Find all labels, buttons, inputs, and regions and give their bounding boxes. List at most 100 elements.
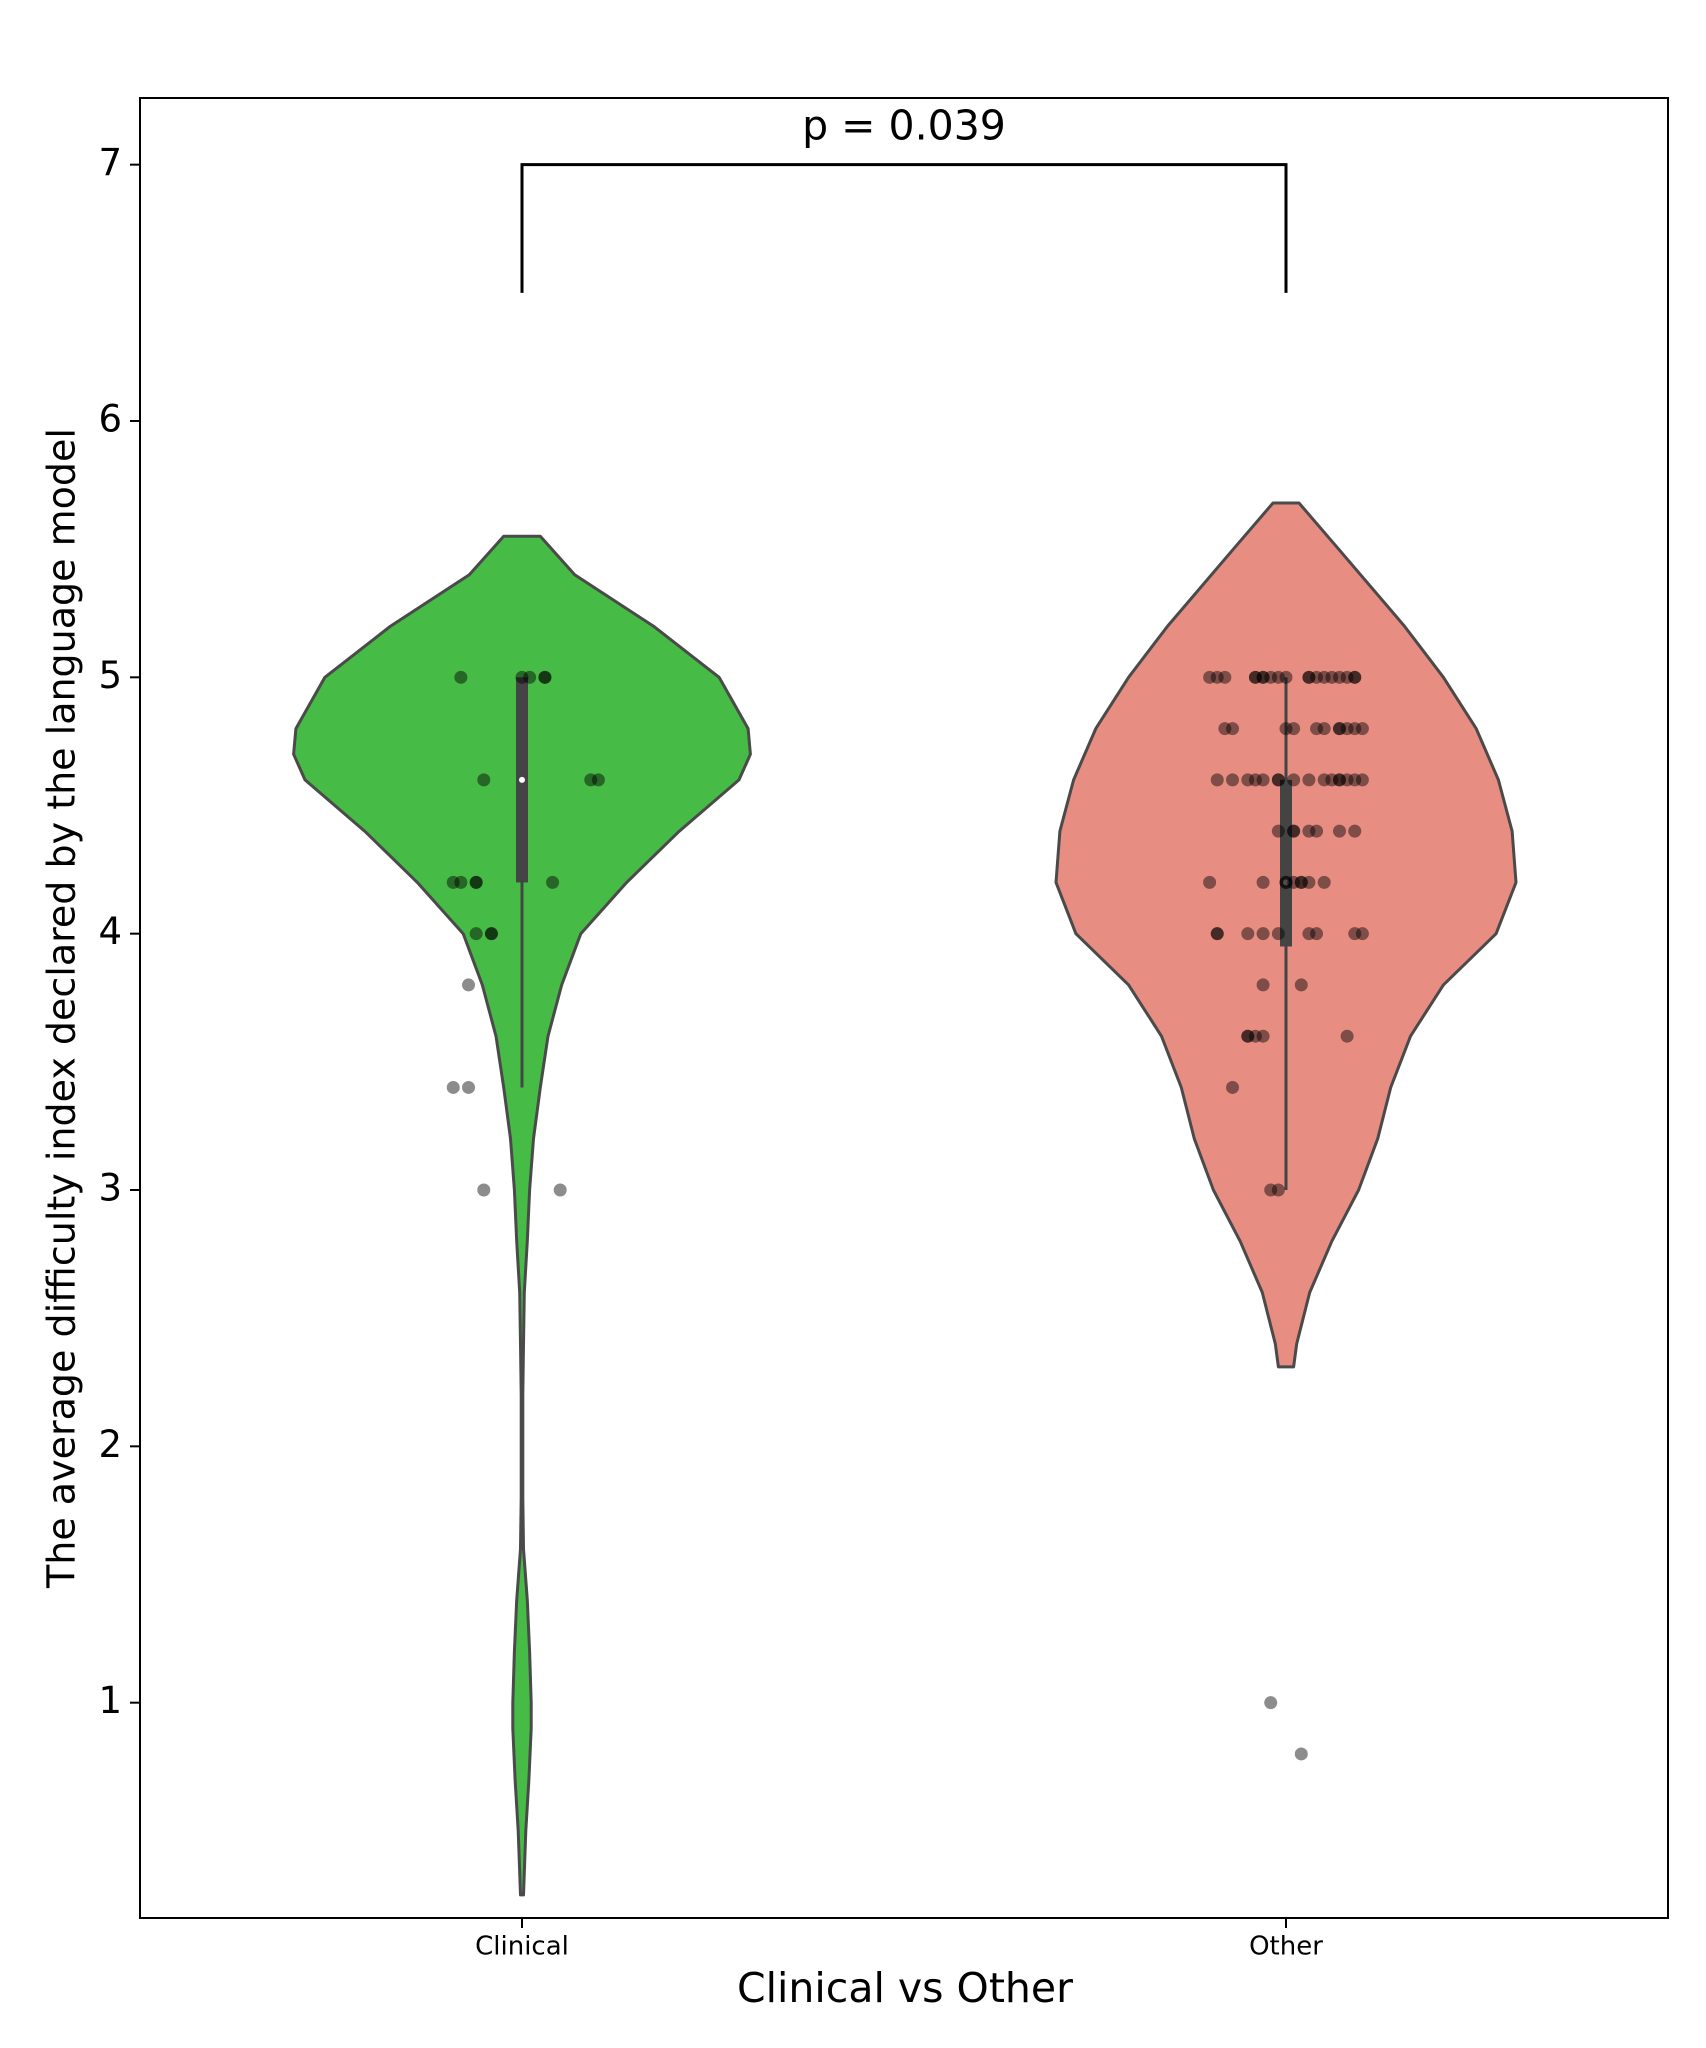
data-point <box>1271 824 1285 838</box>
data-point <box>1203 875 1217 889</box>
data-point <box>1332 670 1346 684</box>
data-point <box>1279 875 1293 889</box>
data-point <box>1210 670 1224 684</box>
data-point <box>1348 927 1362 941</box>
data-point <box>462 1080 476 1094</box>
data-point <box>1271 773 1285 787</box>
data-point <box>1302 875 1316 889</box>
data-point <box>1271 1183 1285 1197</box>
median <box>1283 879 1289 886</box>
median <box>519 776 525 783</box>
data-point <box>1348 773 1362 787</box>
data-point <box>1294 1747 1308 1761</box>
data-point <box>1332 722 1346 736</box>
y-axis-label: The average difficulty index declared by… <box>40 428 84 1589</box>
x-axis-label: Clinical vs Other <box>737 1964 1073 2012</box>
data-point <box>1279 722 1293 736</box>
data-point <box>484 927 498 941</box>
data-point <box>1279 670 1293 684</box>
data-point <box>1210 927 1224 941</box>
data-point <box>1355 927 1369 941</box>
data-point <box>1256 773 1270 787</box>
data-point <box>1340 670 1354 684</box>
data-point <box>1256 1029 1270 1043</box>
y-tick-label: 3 <box>98 1167 122 1210</box>
data-point <box>1256 875 1270 889</box>
data-point <box>446 875 460 889</box>
significance-bracket <box>520 163 1288 293</box>
data-point <box>1340 1029 1354 1043</box>
data-point <box>1226 722 1240 736</box>
box <box>1280 779 1292 947</box>
data-point <box>469 875 483 889</box>
y-tick-label: 4 <box>98 910 122 953</box>
data-point <box>1287 875 1301 889</box>
data-point <box>1310 824 1324 838</box>
data-point <box>591 773 605 787</box>
data-point <box>1287 824 1301 838</box>
data-point <box>1317 773 1331 787</box>
data-point <box>1317 670 1331 684</box>
data-point <box>1248 1029 1262 1043</box>
data-point <box>1317 875 1331 889</box>
data-point <box>546 875 560 889</box>
data-point <box>1348 670 1362 684</box>
data-point <box>1332 722 1346 736</box>
y-tick-label: 2 <box>98 1423 122 1466</box>
data-point <box>1241 1029 1255 1043</box>
violin-body <box>292 534 752 1897</box>
data-point <box>538 670 552 684</box>
y-tick-label: 1 <box>98 1679 122 1722</box>
data-point <box>1332 773 1346 787</box>
data-point <box>1264 670 1278 684</box>
data-point <box>1355 773 1369 787</box>
data-point <box>515 670 529 684</box>
data-point <box>1241 773 1255 787</box>
data-point <box>1271 773 1285 787</box>
x-tick-label: Clinical <box>475 1932 569 1962</box>
data-point <box>484 927 498 941</box>
data-point <box>1348 722 1362 736</box>
data-point <box>1302 927 1316 941</box>
data-point <box>1302 824 1316 838</box>
data-point <box>1294 875 1308 889</box>
data-point <box>1302 670 1316 684</box>
data-point <box>1355 722 1369 736</box>
y-tick-label: 7 <box>98 141 122 184</box>
data-point <box>1203 670 1217 684</box>
data-point <box>1325 773 1339 787</box>
data-point <box>1218 722 1232 736</box>
data-point <box>538 670 552 684</box>
data-point <box>1210 927 1224 941</box>
data-point <box>553 1183 567 1197</box>
data-point <box>1348 670 1362 684</box>
data-point <box>1218 670 1232 684</box>
data-point <box>1302 773 1316 787</box>
data-point <box>1264 1183 1278 1197</box>
data-point <box>1348 824 1362 838</box>
data-point <box>1256 927 1270 941</box>
data-point <box>1226 773 1240 787</box>
data-point <box>1248 670 1262 684</box>
data-point <box>1256 978 1270 992</box>
data-point <box>1226 1080 1240 1094</box>
p-value-label: p = 0.039 <box>802 102 1006 150</box>
data-point <box>1317 722 1331 736</box>
data-point <box>1271 670 1285 684</box>
data-point <box>1325 670 1339 684</box>
data-point <box>462 978 476 992</box>
data-point <box>1340 722 1354 736</box>
data-point <box>1340 773 1354 787</box>
data-point <box>1241 1029 1255 1043</box>
data-point <box>446 1080 460 1094</box>
data-point <box>1256 670 1270 684</box>
data-point <box>1287 722 1301 736</box>
x-tick-label: Other <box>1249 1932 1323 1962</box>
data-point <box>584 773 598 787</box>
data-point <box>1241 927 1255 941</box>
y-tick-label: 6 <box>98 397 122 440</box>
data-point <box>469 927 483 941</box>
data-point <box>1264 1696 1278 1710</box>
data-point <box>1287 773 1301 787</box>
